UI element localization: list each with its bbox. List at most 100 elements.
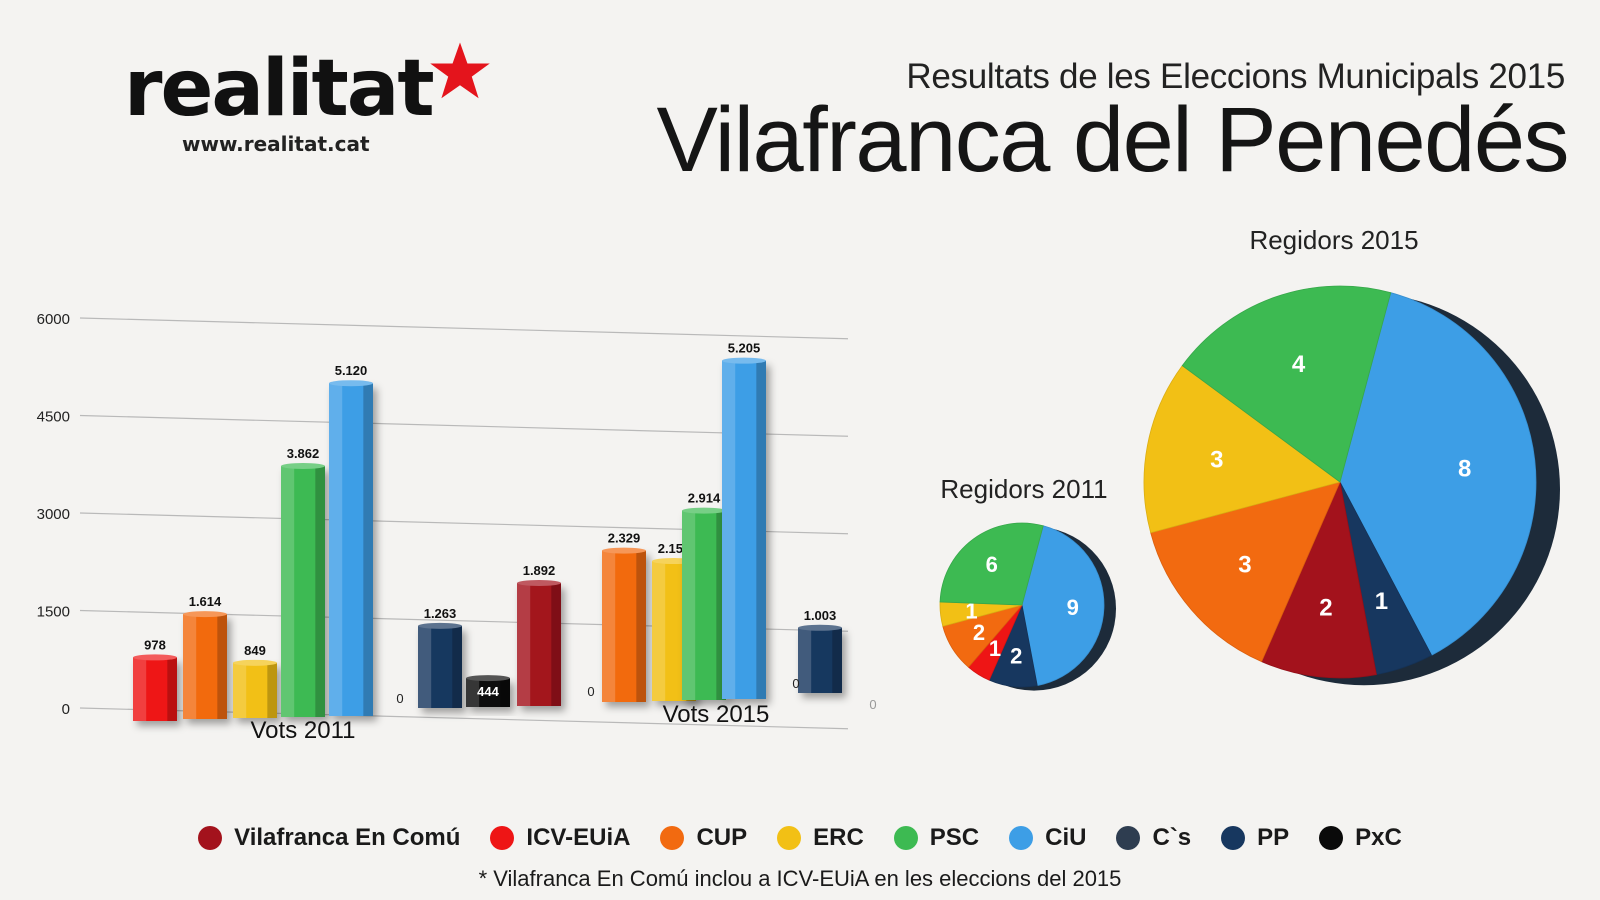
bar-value-label: 3.862 — [287, 446, 320, 461]
legend-item-7: PP — [1221, 824, 1289, 852]
zero-label: 0 — [792, 676, 799, 691]
bar-pxc-0 — [466, 675, 510, 707]
pie-value-label: 1 — [965, 599, 977, 624]
legend-dot — [893, 826, 918, 850]
bar-icv-euia-0 — [133, 654, 177, 721]
y-tick-label: 1500 — [37, 604, 70, 621]
legend-item-5: CiU — [1009, 824, 1086, 852]
legend-dot — [1221, 826, 1246, 850]
bar-edge — [832, 627, 842, 693]
bar-highlight — [652, 561, 666, 701]
bar-top — [133, 654, 177, 661]
bar-highlight — [798, 627, 812, 693]
bar-highlight — [602, 550, 616, 702]
y-tick-label: 0 — [62, 701, 70, 718]
legend-item-4: PSC — [893, 824, 980, 852]
bar-edge — [500, 678, 510, 707]
bar-top — [517, 580, 561, 587]
brand-url[interactable]: www.realitat.cat — [182, 132, 370, 156]
pie-value-label: 2 — [973, 620, 985, 645]
footnote: * Vilafranca En Comú inclou a ICV-EUiA e… — [478, 866, 1122, 891]
pie-slice-vilafranca-en-com- — [1261, 480, 1377, 679]
zero-label: 0 — [396, 691, 403, 706]
bar-highlight — [517, 583, 531, 706]
bar-psc-0 — [281, 462, 325, 717]
brand-logo[interactable]: realitat www.realitat.cat — [124, 42, 490, 156]
bar-value-label: 1.614 — [189, 594, 222, 609]
legend-item-2: CUP — [660, 824, 747, 852]
pie-value-label: 3 — [1210, 446, 1223, 473]
page-title: Vilafranca del Penedés — [656, 89, 1569, 191]
legend-dot — [777, 826, 802, 850]
pie-slice-ciu — [1021, 525, 1105, 687]
bar-pp-0 — [418, 622, 462, 708]
bar-top — [233, 659, 277, 666]
bar-edge — [756, 360, 766, 699]
bar-top — [466, 675, 510, 682]
bar-top — [722, 357, 766, 364]
legend-label: CiU — [1045, 824, 1087, 851]
legend-dot — [490, 826, 515, 850]
brand-name: realitat — [124, 44, 435, 134]
legend-label: Vilafranca En Comú — [234, 824, 461, 851]
pie-title: Regidors 2011 — [940, 474, 1107, 504]
bar-highlight — [233, 662, 247, 718]
bar-top — [798, 624, 842, 631]
bar-value-label: 1.003 — [804, 608, 837, 623]
legend-item-6: C`s — [1116, 824, 1191, 852]
bar-cup-1 — [602, 547, 646, 702]
page-subtitle: Resultats de les Eleccions Municipals 20… — [906, 57, 1565, 96]
bar-top — [281, 462, 325, 469]
legend-dot — [198, 826, 223, 850]
legend-item-0: Vilafranca En Comú — [198, 824, 460, 852]
bar-edge — [716, 510, 726, 700]
legend-label: C`s — [1152, 824, 1192, 851]
legend-label: PxC — [1355, 824, 1402, 851]
legend-item-1: ICV-EUiA — [490, 824, 630, 852]
pie-slice-erc — [1143, 365, 1341, 534]
bar-top — [602, 547, 646, 554]
bar-psc-1 — [682, 507, 726, 700]
y-tick-label: 4500 — [37, 409, 70, 426]
legend-label: ICV-EUiA — [526, 824, 631, 851]
gridline-4500 — [79, 414, 849, 437]
pie-slice-ciu — [1339, 292, 1537, 656]
bar-value-label: 849 — [244, 643, 266, 658]
pie-slice-cup — [1150, 481, 1341, 663]
y-tick-label: 3000 — [37, 506, 70, 523]
bar-value-label: 5.120 — [335, 363, 368, 378]
bar-highlight — [133, 657, 147, 721]
pie-value-label: 2 — [1319, 594, 1332, 621]
bar-top — [183, 611, 227, 618]
bar-edge — [363, 383, 373, 716]
group-label-2011: Vots 2011 — [251, 717, 356, 744]
bar-value-label: 978 — [144, 637, 166, 652]
legend-dot — [1009, 826, 1034, 850]
bar-top — [682, 507, 726, 514]
bar-ciu-1 — [722, 357, 766, 699]
bar-top — [329, 380, 373, 387]
legend-label: ERC — [813, 824, 864, 851]
legend-label: PP — [1257, 824, 1290, 851]
legend-item-3: ERC — [777, 824, 864, 852]
y-tick-label: 6000 — [37, 311, 70, 328]
bar-pp-1 — [798, 624, 842, 693]
pie-value-label: 6 — [986, 552, 998, 577]
pie-value-label: 3 — [1238, 551, 1251, 578]
pie-value-label: 2 — [1010, 643, 1022, 668]
bar-group-0: 978 1.614 849 3.862 5.120 1.263 444 — [133, 363, 510, 721]
bar-value-label: 1.892 — [523, 563, 556, 578]
bar-erc-0 — [233, 659, 277, 718]
bar-highlight — [281, 465, 295, 717]
bar-highlight — [329, 383, 343, 716]
pie-slice-psc — [1181, 285, 1392, 483]
legend: Vilafranca En Comú ICV-EUiA CUP ERC PSC … — [0, 824, 1600, 852]
bar-edge — [267, 662, 277, 718]
legend-label: PSC — [929, 824, 980, 851]
bar-highlight — [418, 625, 432, 708]
bar-edge — [551, 583, 561, 706]
bar-ciu-0 — [329, 380, 373, 716]
bar-value-label: 444 — [477, 684, 499, 699]
